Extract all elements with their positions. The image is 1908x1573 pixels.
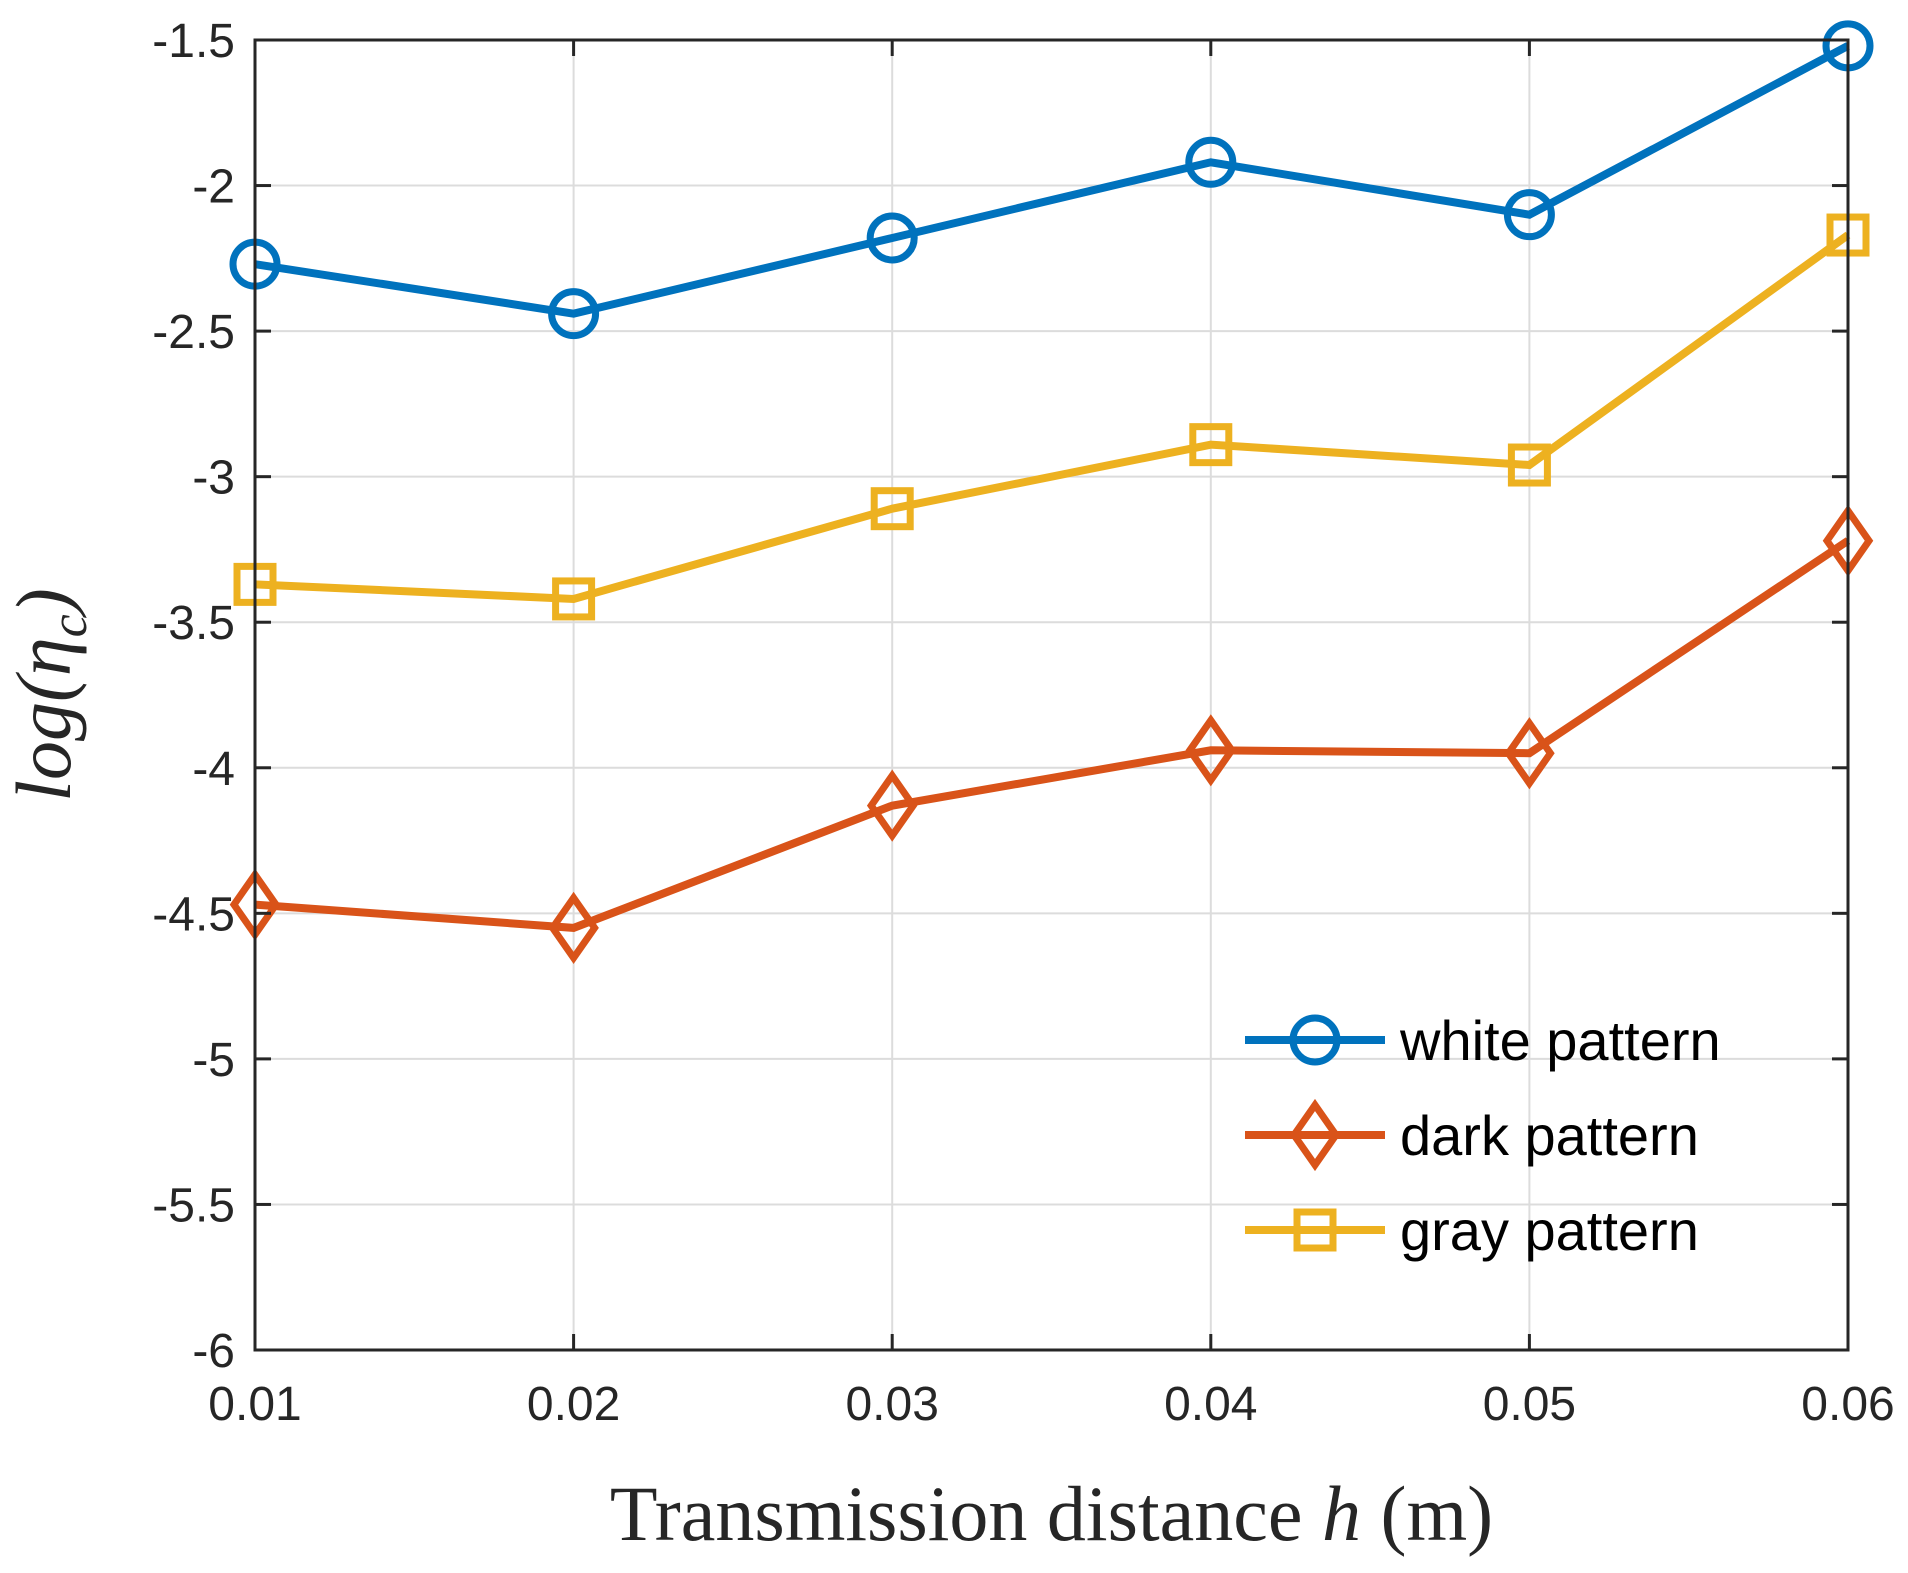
- data-point-diamond: [1504, 717, 1555, 790]
- legend-entry: gray pattern: [1245, 1199, 1699, 1262]
- data-point-square: [1507, 443, 1551, 487]
- x-axis-label-prefix: Transmission distance: [610, 1470, 1322, 1557]
- y-tick-label: -5.5: [152, 1179, 235, 1232]
- data-point-circle: [548, 288, 600, 340]
- legend-label: white pattern: [1399, 1009, 1721, 1072]
- y-axis-label-func: log: [0, 702, 87, 802]
- data-point-diamond: [866, 769, 918, 842]
- series-white-pattern: [229, 20, 1874, 340]
- x-tick-label: 0.02: [527, 1378, 620, 1431]
- y-tick-label: -4: [192, 743, 235, 796]
- x-tick-label: 0.06: [1801, 1378, 1894, 1431]
- legend-entry: dark pattern: [1245, 1098, 1699, 1172]
- data-point-square: [1293, 1208, 1337, 1252]
- series-dark-pattern: [229, 504, 1874, 964]
- y-tick-label: -3.5: [152, 597, 235, 650]
- ticks-layer: 0.01 0.02 0.03 0.04 0.05 0.06 -6 -5.5 -5 -4.5 -4 -3…: [152, 15, 1894, 1431]
- y-tick-label: -5: [192, 1034, 235, 1087]
- x-axis-label-var: h: [1322, 1470, 1361, 1557]
- data-point-square: [870, 487, 914, 531]
- x-tick-label: 0.05: [1483, 1378, 1576, 1431]
- x-axis-label: Transmission distance h (m): [610, 1470, 1493, 1557]
- legend: white pattern dark pattern gray pattern: [1245, 1009, 1721, 1262]
- y-tick-label: -2: [192, 161, 235, 214]
- data-point-diamond: [1185, 714, 1237, 787]
- x-tick-label: 0.04: [1164, 1378, 1257, 1431]
- y-axis-label-subscript: c: [41, 614, 98, 637]
- legend-label: gray pattern: [1400, 1199, 1699, 1262]
- y-tick-label: -3: [192, 452, 235, 505]
- data-point-diamond: [548, 891, 599, 964]
- series-layer: [229, 20, 1874, 964]
- legend-entry: white pattern: [1245, 1009, 1721, 1072]
- y-axis-label-symbol: η: [0, 637, 87, 676]
- series-line: [254, 42, 1850, 318]
- x-axis-label-suffix: (m): [1361, 1470, 1493, 1557]
- data-point-circle: [866, 212, 918, 264]
- y-tick-label: -6: [192, 1325, 235, 1378]
- axes-box: [253, 38, 1850, 1352]
- y-tick-label: -4.5: [152, 888, 235, 941]
- series-line: [254, 231, 1851, 603]
- legend-label: dark pattern: [1400, 1104, 1699, 1167]
- data-point-circle: [1185, 136, 1237, 188]
- x-tick-label: 0.01: [208, 1378, 301, 1431]
- y-tick-label: -1.5: [152, 15, 235, 68]
- y-axis-label-open: (: [0, 672, 87, 702]
- y-axis-label: log(ηc): [0, 588, 98, 801]
- data-point-circle: [1503, 189, 1555, 241]
- data-point-diamond: [1289, 1098, 1341, 1172]
- y-axis-label-close: ): [0, 588, 87, 618]
- data-point-square: [1189, 423, 1233, 467]
- series-gray-pattern: [233, 213, 1870, 621]
- data-point-circle: [1289, 1014, 1341, 1066]
- data-point-square: [552, 577, 596, 621]
- series-line: [254, 537, 1851, 932]
- x-tick-label: 0.03: [845, 1378, 938, 1431]
- y-tick-label: -2.5: [152, 306, 235, 359]
